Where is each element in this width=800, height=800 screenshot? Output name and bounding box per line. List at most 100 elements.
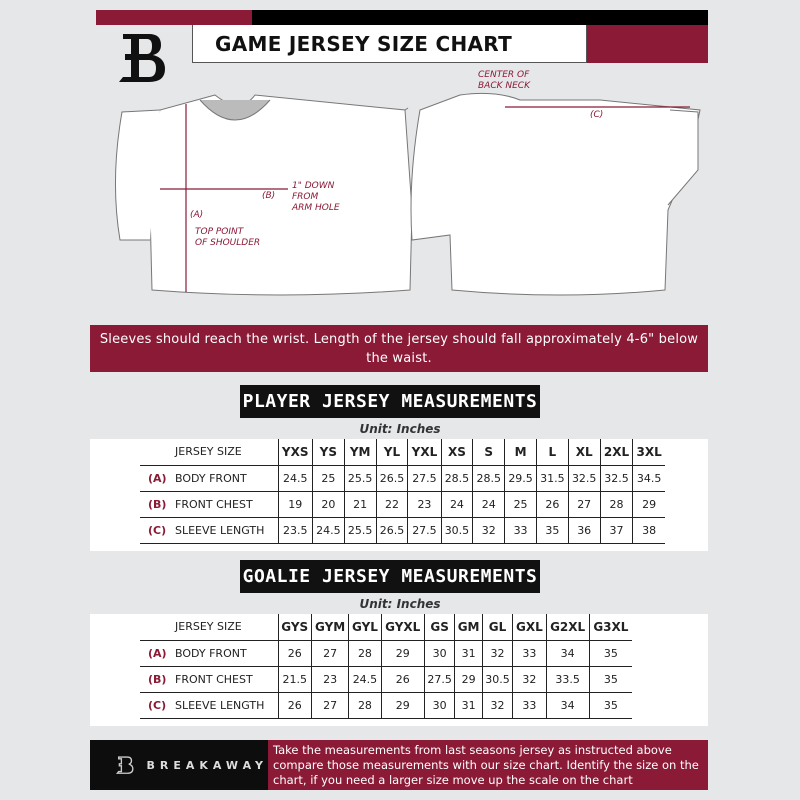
table-cell: 29 xyxy=(454,666,483,692)
table-cell: 24.5 xyxy=(277,465,313,491)
table-cell: 29.5 xyxy=(504,465,537,491)
table-cell: 26 xyxy=(380,666,425,692)
table-cell: 35 xyxy=(588,640,632,666)
table-cell: 29 xyxy=(380,692,425,718)
goalie-unit: Unit: Inches xyxy=(359,597,441,611)
goalie-size-table: JERSEY SIZE GYS GYM GYL GYXL GS GM GL GXL G2XL G3X… xyxy=(140,614,632,719)
table-cell: 25.5 xyxy=(343,517,377,543)
label-b-note: 1" DOWN FROM ARM HOLE xyxy=(292,181,340,213)
label-c-note: CENTER OF BACK NECK xyxy=(478,70,530,91)
table-cell: 30 xyxy=(423,692,455,718)
player-section-title: PLAYER JERSEY MEASUREMENTS xyxy=(240,385,540,418)
table-cell: 28.5 xyxy=(472,465,505,491)
table-cell: 30 xyxy=(423,640,455,666)
measure-name: SLEEVE LENGTH xyxy=(175,698,265,712)
footer-brand: BREAKAWAY xyxy=(90,740,268,790)
size-header: XS xyxy=(440,439,473,465)
size-header: GM xyxy=(454,614,483,640)
breakaway-logo xyxy=(119,34,165,82)
title-accent-block xyxy=(587,25,708,63)
size-header: G3XL xyxy=(588,614,632,640)
label-c: (C) xyxy=(590,110,604,120)
table-cell: 24 xyxy=(440,491,473,517)
row-label: (A) BODY FRONT xyxy=(140,465,278,491)
size-header: GYXL xyxy=(380,614,425,640)
measure-letter: (B) xyxy=(148,497,167,511)
size-header: M xyxy=(504,439,537,465)
size-header: YXS xyxy=(277,439,313,465)
table-cell: 23.5 xyxy=(277,517,313,543)
top-black-bar xyxy=(252,10,708,25)
label-a-note: TOP POINT OF SHOULDER xyxy=(195,227,261,248)
row-label: (C) SLEEVE LENGTH xyxy=(140,692,278,718)
jersey-size-header: JERSEY SIZE xyxy=(175,445,242,459)
breakaway-logo-small xyxy=(116,756,134,774)
measure-name: BODY FRONT xyxy=(175,471,247,485)
size-header: GYM xyxy=(310,614,349,640)
table-cell: 29 xyxy=(380,640,425,666)
goalie-section-title: GOALIE JERSEY MEASUREMENTS xyxy=(240,560,540,593)
measure-letter: (C) xyxy=(148,698,167,712)
table-row: (A) BODY FRONT 26 27 28 29 30 31 32 33 34 35 xyxy=(140,640,632,666)
table-cell: 34 xyxy=(545,640,590,666)
table-cell: 31 xyxy=(454,640,483,666)
row-label: (C) SLEEVE LENGTH xyxy=(140,517,278,543)
size-header: XL xyxy=(567,439,601,465)
table-cell: 24 xyxy=(472,491,505,517)
table-cell: 27 xyxy=(310,692,349,718)
measure-name: FRONT CHEST xyxy=(175,672,253,686)
table-cell: 35 xyxy=(588,666,632,692)
table-row: (B) FRONT CHEST 21.5 23 24.5 26 27.5 29 30.5 32 33… xyxy=(140,666,632,692)
table-cell: 34 xyxy=(545,692,590,718)
jersey-diagram xyxy=(114,92,701,296)
table-cell: 25 xyxy=(311,465,345,491)
table-cell: 26 xyxy=(535,491,569,517)
row-label: (B) FRONT CHEST xyxy=(140,666,278,692)
table-cell: 21 xyxy=(343,491,377,517)
measure-letter: (B) xyxy=(148,672,167,686)
table-cell: 26.5 xyxy=(375,465,408,491)
table-cell: 33.5 xyxy=(545,666,590,692)
size-header: YL xyxy=(375,439,408,465)
measure-letter: (A) xyxy=(148,471,167,485)
table-cell: 35 xyxy=(588,692,632,718)
table-cell: 20 xyxy=(311,491,345,517)
table-cell: 32 xyxy=(472,517,505,543)
table-cell: 21.5 xyxy=(277,666,312,692)
table-cell: 36 xyxy=(567,517,601,543)
size-header: YS xyxy=(311,439,345,465)
footer-instructions: Take the measurements from last seasons … xyxy=(268,740,708,790)
goalie-table-panel: JERSEY SIZE GYS GYM GYL GYXL GS GM GL GXL G2XL G3X… xyxy=(90,614,708,726)
player-table-panel: JERSEY SIZE YXS YS YM YL YXL XS S M L XL 2XL 3XL (A) B… xyxy=(90,439,708,551)
instruction-banner: Sleeves should reach the wrist. Length o… xyxy=(90,325,708,372)
table-cell: 26 xyxy=(277,640,312,666)
table-cell: 26 xyxy=(277,692,312,718)
table-cell: 24.5 xyxy=(348,666,382,692)
measure-letter: (A) xyxy=(148,646,167,660)
size-header: GXL xyxy=(512,614,546,640)
table-cell: 28.5 xyxy=(440,465,473,491)
row-label: (B) FRONT CHEST xyxy=(140,491,278,517)
size-header: GS xyxy=(423,614,455,640)
page-title: GAME JERSEY SIZE CHART xyxy=(192,25,587,63)
table-cell: 33 xyxy=(512,640,546,666)
table-cell: 28 xyxy=(348,640,382,666)
table-cell: 30.5 xyxy=(440,517,473,543)
table-cell: 33 xyxy=(512,692,546,718)
table-cell: 26.5 xyxy=(375,517,408,543)
table-cell: 25.5 xyxy=(343,465,377,491)
table-cell: 34.5 xyxy=(632,465,665,491)
table-cell: 24.5 xyxy=(311,517,345,543)
table-cell: 35 xyxy=(535,517,569,543)
table-cell: 22 xyxy=(375,491,408,517)
label-b: (B) xyxy=(262,191,276,201)
size-header: GYS xyxy=(277,614,312,640)
size-header: YXL xyxy=(407,439,442,465)
table-cell: 32 xyxy=(481,640,513,666)
size-header: G2XL xyxy=(545,614,590,640)
table-header-row: JERSEY SIZE GYS GYM GYL GYXL GS GM GL GXL G2XL G3X… xyxy=(140,614,632,640)
table-cell: 29 xyxy=(632,491,665,517)
table-cell: 33 xyxy=(504,517,537,543)
table-cell: 31 xyxy=(454,692,483,718)
brand-name: BREAKAWAY xyxy=(146,758,268,772)
